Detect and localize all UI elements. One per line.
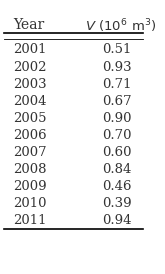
Text: 0.51: 0.51 [103,43,132,56]
Text: 2005: 2005 [13,112,47,125]
Text: 2002: 2002 [13,61,47,73]
Text: 2001: 2001 [13,43,47,56]
Text: 0.90: 0.90 [103,112,132,125]
Text: 0.46: 0.46 [103,180,132,193]
Text: 0.94: 0.94 [103,214,132,227]
Text: 0.84: 0.84 [103,163,132,176]
Text: $V\ (10^{6}\ \mathrm{m}^{3})$: $V\ (10^{6}\ \mathrm{m}^{3})$ [85,18,157,35]
Text: 0.60: 0.60 [103,146,132,159]
Text: 2003: 2003 [13,78,47,91]
Text: Year: Year [13,18,44,32]
Text: 2009: 2009 [13,180,47,193]
Text: 0.39: 0.39 [103,197,132,210]
Text: 2011: 2011 [13,214,47,227]
Text: 2008: 2008 [13,163,47,176]
Text: 0.70: 0.70 [103,129,132,142]
Text: 0.67: 0.67 [103,95,132,108]
Text: 0.71: 0.71 [103,78,132,91]
Text: 2006: 2006 [13,129,47,142]
Text: 2010: 2010 [13,197,47,210]
Text: 0.93: 0.93 [103,61,132,73]
Text: 2004: 2004 [13,95,47,108]
Text: 2007: 2007 [13,146,47,159]
